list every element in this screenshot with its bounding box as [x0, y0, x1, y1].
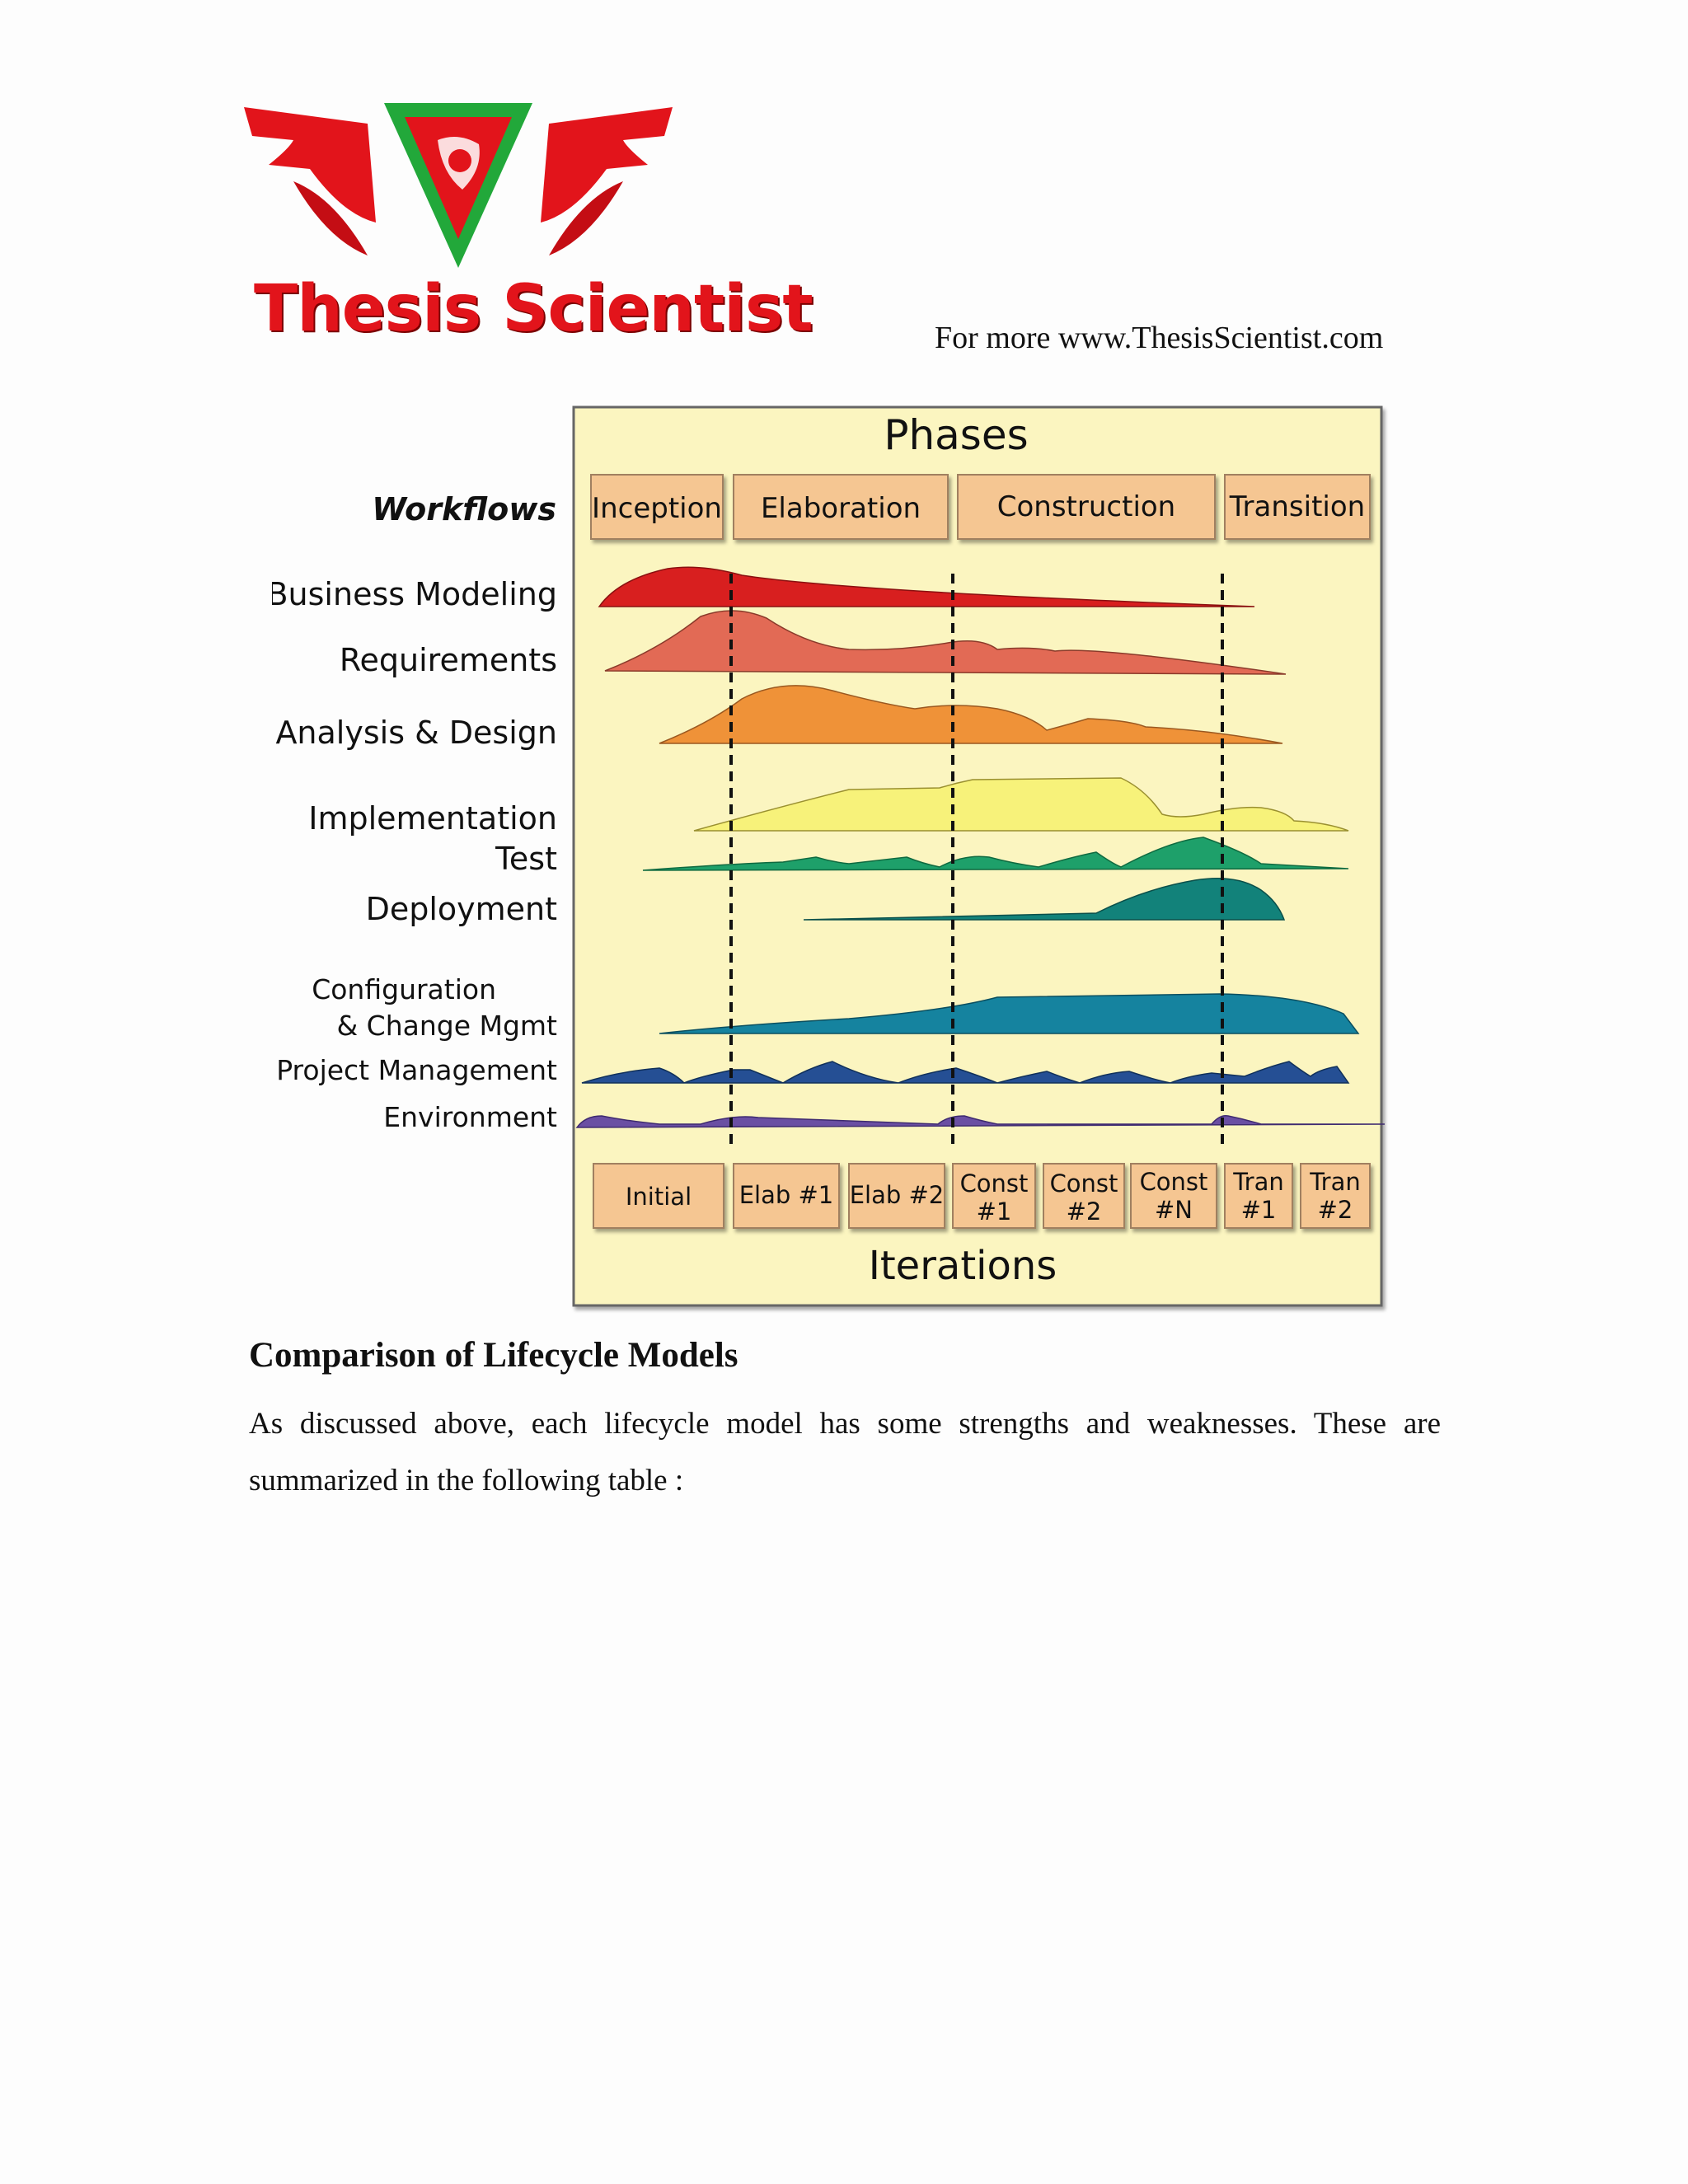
workflow-change-mgmt: & Change Mgmt — [336, 1010, 557, 1042]
workflow-business-modeling: Business Modeling — [272, 576, 557, 612]
iteration-label-const-2-bottom: #2 — [1067, 1197, 1102, 1226]
hump-test — [642, 837, 1349, 871]
hump-business-modeling — [598, 566, 1255, 607]
phase-box-elaboration — [733, 474, 949, 540]
winged-emblem-icon — [244, 103, 673, 268]
workflow-environment: Environment — [383, 1101, 557, 1133]
phase-label-transition: Transition — [1229, 490, 1365, 523]
hump-analysis-design — [659, 685, 1283, 744]
workflow-labels: Business Modeling Requirements Analysis … — [272, 576, 557, 1133]
iteration-label-elab-1: Elab #1 — [739, 1181, 834, 1209]
workflow-project-management: Project Management — [276, 1054, 557, 1086]
workflows-title: Workflows — [372, 491, 556, 527]
iteration-box-const-1 — [952, 1163, 1036, 1229]
iteration-label-const-2-top: Const — [1050, 1169, 1118, 1197]
workflow-humps — [575, 566, 1386, 1128]
iterations-title: Iterations — [869, 1243, 1057, 1289]
iteration-box-const-2 — [1043, 1163, 1125, 1229]
iteration-label-const-1-top: Const — [960, 1169, 1029, 1197]
iteration-label-tran-2-bottom: #2 — [1318, 1196, 1353, 1224]
iteration-label-const-1-bottom: #1 — [977, 1197, 1012, 1226]
workflow-deployment: Deployment — [366, 891, 557, 927]
iteration-box-elab-1 — [733, 1163, 840, 1229]
workflow-requirements: Requirements — [340, 642, 557, 678]
phase-label-elaboration: Elaboration — [761, 492, 921, 525]
iteration-label-const-n-top: Const — [1140, 1168, 1208, 1196]
iteration-label-elab-2: Elab #2 — [850, 1181, 945, 1209]
phase-separators — [729, 574, 1224, 1144]
iteration-label-const-n-bottom: #N — [1155, 1196, 1193, 1224]
workflow-analysis-design: Analysis & Design — [275, 715, 557, 751]
iteration-label-tran-1-top: Tran — [1232, 1168, 1284, 1196]
hump-config-change-mgmt — [659, 993, 1360, 1034]
phase-box-construction — [957, 474, 1216, 540]
iteration-label-initial: Initial — [626, 1183, 692, 1211]
phases-title: Phases — [884, 411, 1028, 459]
iteration-box-elab-2 — [848, 1163, 945, 1229]
hump-deployment — [803, 877, 1286, 921]
workflow-test: Test — [495, 841, 557, 877]
iteration-label-tran-2-top: Tran — [1309, 1168, 1361, 1196]
phase-box-inception — [590, 474, 724, 540]
phase-boxes: Inception Elaboration Construction Trans… — [590, 474, 1371, 540]
hump-project-management — [581, 1061, 1350, 1084]
section-paragraph: As discussed above, each lifecycle model… — [249, 1407, 1441, 1497]
rup-lifecycle-diagram: Phases Workflows Iterations Inception El… — [272, 402, 1393, 1317]
phase-label-construction: Construction — [997, 490, 1175, 523]
iteration-boxes — [593, 1163, 1371, 1229]
logo-wordmark: Thesis Scientist — [254, 272, 814, 346]
workflow-configuration: Configuration — [312, 973, 496, 1005]
hump-environment — [575, 1114, 1386, 1128]
phase-box-transition — [1224, 474, 1371, 540]
website-link-text[interactable]: For more www.ThesisScientist.com — [935, 321, 1384, 355]
iteration-box-const-n — [1130, 1163, 1217, 1229]
iteration-labels: Initial Elab #1 Elab #2 Const #1 Const #… — [626, 1168, 1361, 1226]
iteration-label-tran-1-bottom: #1 — [1241, 1196, 1277, 1224]
section-heading: Comparison of Lifecycle Models — [249, 1336, 738, 1375]
hump-implementation — [693, 777, 1349, 832]
iteration-box-initial — [593, 1163, 724, 1229]
workflow-implementation: Implementation — [308, 800, 557, 837]
iteration-box-tran-2 — [1300, 1163, 1371, 1229]
phase-label-inception: Inception — [592, 492, 722, 525]
iteration-box-tran-1 — [1224, 1163, 1293, 1229]
hump-requirements — [604, 610, 1287, 675]
thesis-scientist-logo: Thesis Scientist — [244, 91, 814, 363]
rup-diagram-svg: Phases Workflows Iterations Inception El… — [272, 405, 1386, 1307]
